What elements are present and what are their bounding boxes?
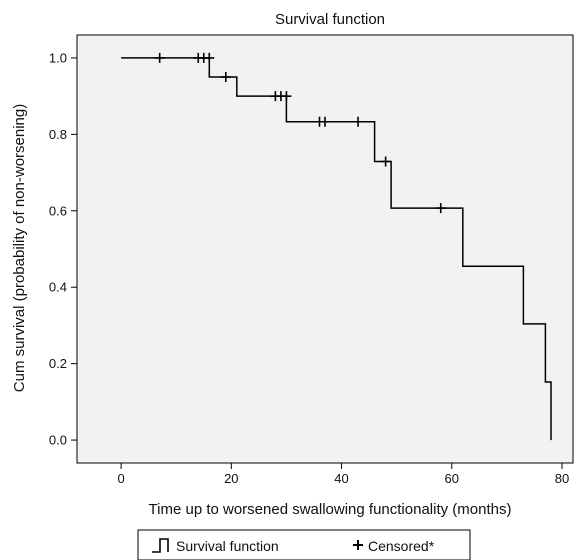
censored-marker (204, 52, 215, 63)
censored-marker (435, 203, 446, 214)
legend-label-censored: Censored* (368, 538, 435, 554)
legend-plus-symbol (353, 540, 363, 550)
y-axis-title: Cum survival (probability of non-worseni… (11, 104, 28, 392)
y-tick-label: 0.2 (49, 356, 67, 371)
legend-step-symbol (152, 538, 169, 553)
legend: Survival function Censored* (137, 529, 471, 560)
x-tick-label: 0 (117, 471, 124, 486)
x-tick-label: 20 (224, 471, 238, 486)
legend-label-survival: Survival function (176, 538, 279, 554)
y-tick-label: 1.0 (49, 50, 67, 65)
y-tick-label: 0.8 (49, 127, 67, 142)
y-tick-label: 0.4 (49, 280, 67, 295)
censored-marker (154, 52, 165, 63)
censored-marker (320, 116, 330, 127)
censored-marker (220, 72, 231, 83)
chart-series (121, 52, 552, 441)
y-tick-label: 0.0 (49, 433, 67, 448)
x-axis-title: Time up to worsened swallowing functiona… (149, 501, 512, 518)
x-tick-label: 60 (445, 471, 459, 486)
censored-marker (353, 116, 364, 127)
axis-ticks: 0 20 40 60 80 0.0 0.2 0.4 0.6 0.8 1.0 (49, 50, 569, 486)
x-tick-label: 80 (555, 471, 569, 486)
censored-marker (281, 91, 292, 102)
x-tick-label: 40 (334, 471, 348, 486)
y-tick-label: 0.6 (49, 203, 67, 218)
censored-marker (380, 156, 391, 167)
legend-box (137, 529, 471, 560)
chart-title: Survival function (275, 11, 385, 28)
plot-area (76, 34, 574, 464)
survival-step-line (121, 57, 552, 441)
